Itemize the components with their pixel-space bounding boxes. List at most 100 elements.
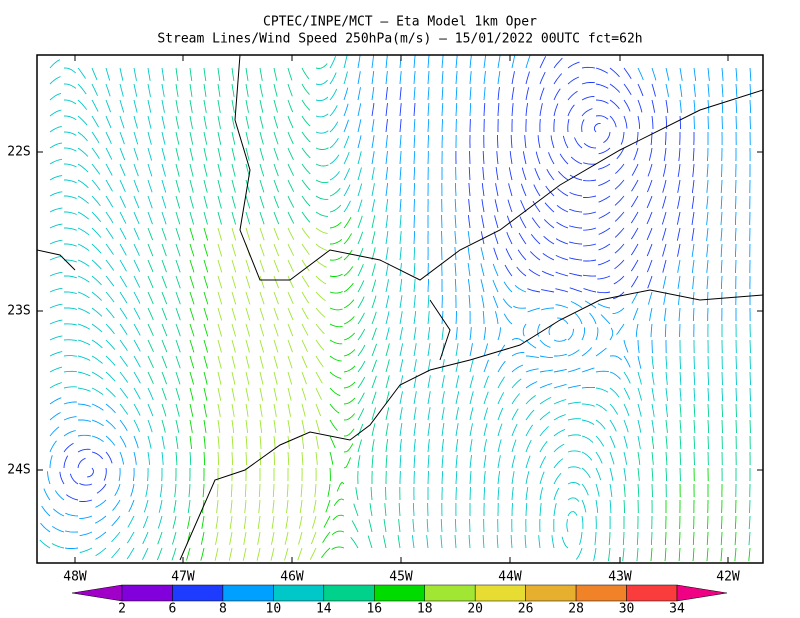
streamline [707, 387, 710, 402]
streamline [525, 455, 531, 469]
streamline [567, 76, 580, 85]
streamline [399, 182, 402, 197]
streamline [343, 428, 355, 437]
streamline [189, 419, 193, 433]
streamline [329, 419, 338, 431]
streamline [343, 381, 356, 389]
streamline [483, 71, 486, 85]
streamline [678, 307, 681, 322]
lon-label: 44W [498, 570, 522, 585]
streamline [385, 199, 389, 213]
streamline [749, 499, 751, 514]
streamline [63, 455, 69, 469]
streamline [217, 67, 221, 81]
streamline [343, 184, 351, 197]
streamline [467, 279, 471, 293]
streamline [217, 387, 222, 401]
streamline [544, 202, 555, 213]
streamline [502, 298, 513, 309]
streamline [369, 503, 373, 517]
streamline [665, 403, 668, 417]
streamline [147, 131, 152, 145]
streamline [707, 99, 710, 114]
streamline [399, 327, 403, 341]
streamline [91, 67, 98, 81]
streamline [539, 426, 550, 437]
streamline [385, 391, 390, 405]
lat-label: 23S [7, 304, 30, 319]
streamline [63, 83, 77, 89]
streamline [203, 307, 209, 321]
streamline [357, 167, 362, 181]
streamline [77, 83, 87, 95]
streamline [49, 440, 57, 453]
streamline [385, 359, 390, 373]
streamline [203, 291, 209, 305]
streamline [623, 419, 629, 433]
streamline [598, 179, 611, 187]
streamline [189, 403, 194, 417]
streamline [63, 307, 78, 310]
streamline [539, 440, 548, 453]
streamline [455, 455, 458, 469]
streamline [287, 451, 290, 466]
streamline [77, 419, 92, 422]
streamline [311, 515, 317, 529]
streamline [175, 323, 181, 337]
streamline [189, 259, 195, 273]
streamline [399, 263, 402, 277]
streamline [567, 104, 575, 117]
streamline [677, 275, 681, 289]
streamline [413, 150, 416, 165]
streamline [371, 231, 376, 245]
streamline [63, 430, 76, 437]
streamline [287, 339, 293, 353]
streamline [65, 547, 79, 549]
streamline [103, 467, 107, 481]
streamline [217, 179, 222, 193]
streamline [133, 291, 141, 304]
streamline [558, 171, 569, 181]
streamline [91, 323, 103, 333]
streamline [427, 407, 431, 421]
streamline [96, 483, 107, 494]
streamline [631, 163, 639, 176]
streamline [315, 79, 328, 86]
streamline [494, 199, 499, 213]
streamline [231, 99, 235, 113]
streamline [54, 490, 65, 501]
streamline [413, 55, 416, 69]
streamline [133, 323, 141, 336]
streamline [614, 259, 625, 270]
streamline [441, 55, 444, 69]
streamline [581, 66, 595, 69]
streamline [525, 409, 535, 421]
streamline [583, 143, 597, 149]
streamline [497, 471, 501, 485]
streamline [482, 150, 485, 165]
streamline [188, 483, 191, 498]
streamline [665, 83, 669, 97]
streamline [647, 291, 653, 305]
streamline [706, 211, 709, 225]
streamline [357, 183, 363, 197]
streamline [357, 247, 364, 261]
streamline [273, 435, 276, 449]
streamline [244, 499, 247, 513]
streamline [399, 279, 403, 293]
streamline [273, 419, 277, 433]
streamline [242, 547, 247, 561]
streamline [620, 131, 625, 145]
streamline [441, 359, 445, 373]
streamline [357, 280, 365, 293]
streamline [49, 412, 61, 421]
streamline [493, 247, 499, 261]
streamline [492, 295, 499, 309]
streamline [664, 531, 667, 546]
streamline [301, 451, 304, 466]
streamline [648, 147, 653, 161]
streamline [598, 243, 611, 251]
streamline [469, 470, 472, 485]
streamline [256, 547, 261, 561]
streamline [413, 278, 416, 293]
